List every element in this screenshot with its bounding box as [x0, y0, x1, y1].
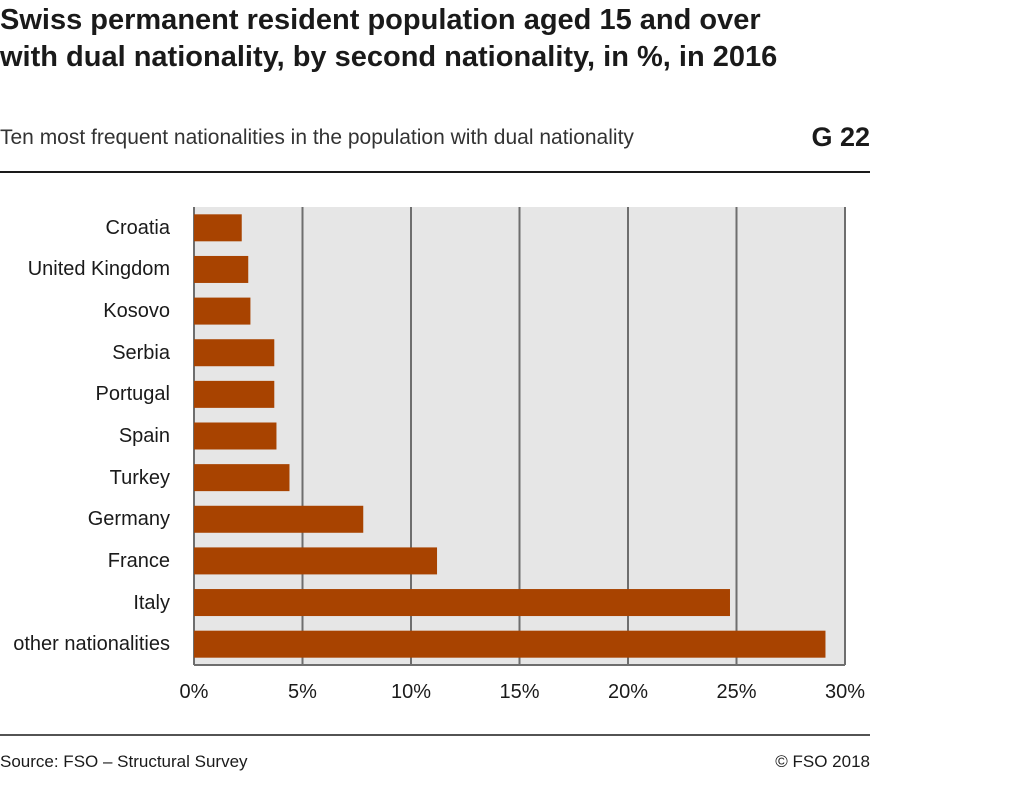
bar — [194, 297, 251, 325]
y-tick-label: Germany — [87, 508, 170, 531]
y-tick-label: Spain — [118, 425, 170, 447]
x-tick-label: 5% — [288, 681, 317, 703]
bar — [194, 464, 290, 492]
chart-title: Swiss permanent resident population aged… — [0, 4, 778, 73]
y-tick-label: France — [107, 549, 170, 572]
bar — [194, 505, 364, 533]
x-tick-label: 0% — [180, 681, 209, 703]
bar — [194, 547, 438, 575]
y-tick-label: Portugal — [95, 383, 171, 406]
y-tick-label: Kosovo — [103, 300, 170, 323]
y-tick-label: Italy — [133, 591, 170, 614]
y-tick-label: United Kingdom — [27, 258, 170, 281]
bar — [194, 380, 275, 408]
source: Source: FSO – Structural Survey — [0, 752, 248, 771]
x-tick-label: 25% — [716, 681, 756, 703]
bar — [194, 214, 242, 242]
bar — [194, 630, 826, 658]
bar — [194, 339, 275, 367]
y-tick-label: other nationalities — [13, 633, 170, 656]
x-tick-label: 30% — [825, 681, 865, 703]
bar — [194, 589, 730, 617]
chart-subtitle: Ten most frequent nationalities in the p… — [0, 126, 634, 149]
bar — [194, 422, 277, 450]
bar — [194, 255, 249, 283]
x-tick-label: 15% — [499, 681, 539, 703]
x-tick-label: 10% — [391, 681, 431, 703]
y-tick-label: Turkey — [109, 466, 170, 489]
y-tick-label: Croatia — [105, 216, 170, 239]
figure-id: G 22 — [811, 122, 870, 152]
y-tick-label: Serbia — [112, 341, 170, 364]
x-tick-label: 20% — [608, 681, 648, 703]
copyright: © FSO 2018 — [775, 752, 870, 771]
